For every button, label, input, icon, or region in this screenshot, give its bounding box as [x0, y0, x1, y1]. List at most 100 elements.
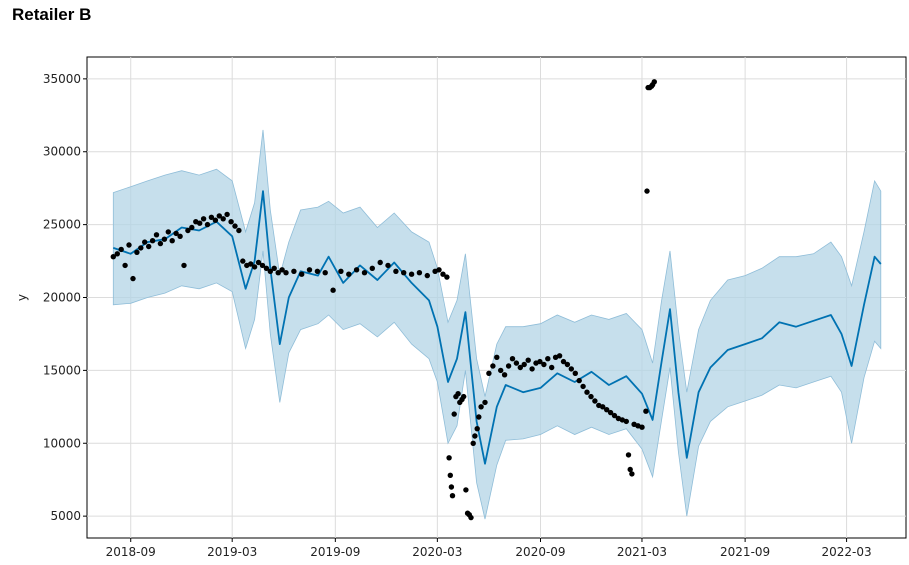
observed-point: [607, 409, 614, 416]
y-tick-label: 15000: [43, 363, 81, 377]
observed-point: [572, 370, 578, 376]
observed-point: [267, 268, 273, 274]
observed-point: [440, 271, 446, 277]
observed-point: [643, 408, 649, 414]
observed-point: [224, 211, 230, 218]
observed-point: [474, 426, 480, 432]
observed-point: [639, 424, 645, 430]
observed-point: [126, 242, 132, 248]
observed-point: [446, 455, 452, 461]
observed-point: [501, 372, 508, 378]
observed-point: [228, 219, 234, 225]
observed-point: [306, 267, 313, 273]
uncertainty-band: [112, 129, 882, 520]
x-tick-label: 2022-03: [822, 545, 872, 559]
observed-point: [416, 270, 423, 276]
observed-point: [604, 407, 610, 413]
observed-point: [118, 246, 124, 253]
observed-point: [161, 236, 168, 242]
observed-point: [588, 393, 594, 400]
observed-point: [623, 418, 629, 425]
observed-point: [625, 452, 632, 458]
observed-point: [560, 358, 567, 365]
observed-point: [114, 251, 121, 257]
observed-point: [529, 366, 535, 372]
observed-point: [212, 217, 219, 223]
observed-point: [568, 366, 574, 372]
observed-point: [169, 238, 175, 244]
observed-point: [468, 514, 474, 521]
observed-point: [564, 361, 571, 368]
observed-point: [461, 393, 467, 400]
forecast-line: [113, 190, 882, 465]
observed-point: [629, 471, 635, 477]
observed-point: [216, 213, 222, 219]
observed-point: [478, 404, 484, 410]
observed-point: [130, 275, 136, 282]
observed-point: [549, 364, 555, 371]
observed-point: [449, 493, 456, 499]
observed-point: [146, 243, 152, 250]
y-tick-label: 25000: [43, 218, 81, 232]
observed-point: [208, 214, 215, 220]
observed-point: [275, 270, 281, 276]
observed-point: [509, 356, 516, 362]
observed-point: [393, 268, 399, 274]
x-tick-label: 2019-03: [207, 545, 257, 559]
observed-point: [517, 364, 523, 371]
observed-point: [240, 258, 246, 264]
observed-point: [220, 216, 226, 222]
observed-point: [576, 377, 582, 384]
observed-point: [153, 232, 160, 238]
observed-point: [251, 264, 258, 270]
x-tick-label: 2020-09: [515, 545, 565, 559]
observed-point: [482, 399, 488, 406]
x-tick-label: 2018-09: [106, 545, 156, 559]
observed-point: [513, 360, 520, 366]
observed-point: [486, 370, 492, 376]
observed-point: [490, 363, 496, 369]
observed-point: [592, 398, 598, 404]
observed-point: [346, 271, 352, 277]
observed-point: [236, 227, 242, 234]
observed-point: [600, 404, 606, 410]
observed-point: [299, 271, 305, 277]
x-tick-label: 2021-09: [720, 545, 770, 559]
observed-point: [122, 262, 128, 269]
observed-point: [232, 223, 238, 229]
observed-point: [197, 220, 203, 226]
observed-point: [353, 267, 360, 273]
observed-point: [259, 262, 266, 269]
observed-point: [545, 356, 551, 362]
observed-point: [505, 363, 512, 369]
observed-point: [385, 262, 391, 269]
y-tick-label: 5000: [50, 509, 81, 523]
observed-point: [338, 268, 344, 274]
observed-point: [401, 270, 407, 276]
observed-point: [408, 271, 415, 277]
observed-point: [149, 238, 156, 244]
x-tick-label: 2019-09: [310, 545, 360, 559]
observed-point: [291, 268, 297, 274]
observed-point: [271, 265, 277, 271]
observed-point: [177, 233, 183, 239]
observed-point: [255, 259, 262, 266]
observed-point: [322, 270, 328, 276]
observed-point: [498, 367, 504, 374]
observed-point: [134, 249, 140, 255]
y-tick-label: 30000: [43, 145, 81, 159]
observed-point: [451, 411, 457, 417]
observed-point: [142, 239, 148, 245]
x-tick-label: 2021-03: [617, 545, 667, 559]
observed-point: [424, 272, 430, 279]
observed-point: [447, 472, 453, 478]
observed-point: [314, 268, 321, 274]
observed-point: [189, 224, 195, 231]
y-tick-label: 35000: [43, 72, 81, 86]
observed-point: [476, 414, 482, 420]
observed-point: [157, 240, 164, 247]
observed-point: [263, 265, 270, 271]
uncertainty-band-layer: [112, 129, 882, 520]
observed-point: [521, 361, 527, 368]
y-tick-label: 20000: [43, 291, 81, 305]
